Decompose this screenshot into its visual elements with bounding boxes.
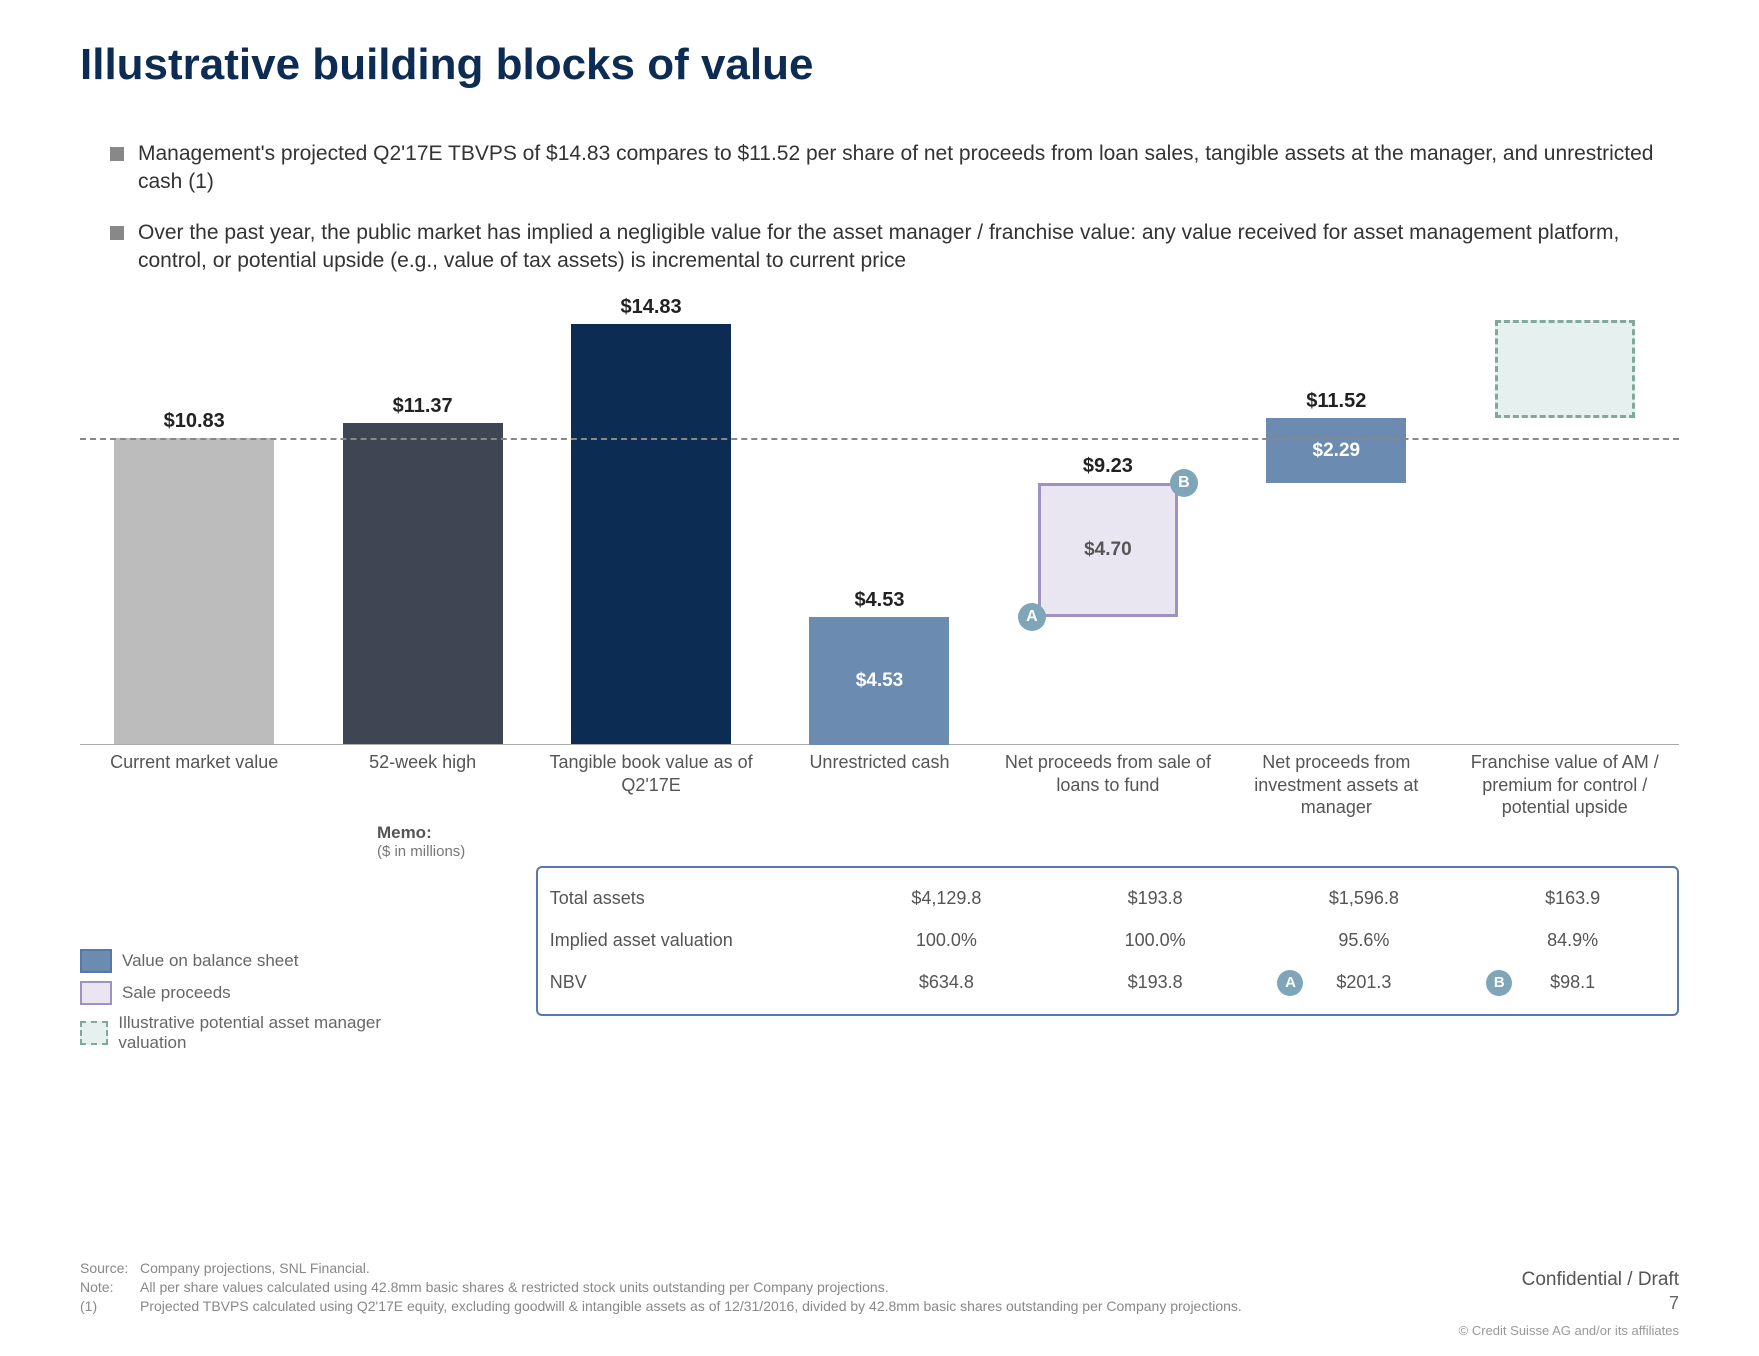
bullet-text: Management's projected Q2'17E TBVPS of $… xyxy=(138,140,1679,197)
note-text: All per share values calculated using 42… xyxy=(140,1278,889,1297)
table-cell: $193.8 xyxy=(1051,972,1260,993)
memo-header: Memo: ($ in millions) xyxy=(80,823,1679,860)
x-axis-label: Tangible book value as of Q2'17E xyxy=(537,751,765,819)
legend-item: Sale proceeds xyxy=(80,981,410,1005)
footnotes: Source:Company projections, SNL Financia… xyxy=(80,1259,1679,1316)
source-tag: Source: xyxy=(80,1259,140,1278)
table-cell: $98.1B xyxy=(1468,972,1677,993)
chart-column: $4.70 $9.23 A B xyxy=(994,305,1222,744)
legend-item: Illustrative potential asset manager val… xyxy=(80,1013,410,1053)
note-tag: Note: xyxy=(80,1278,140,1297)
table-cell: $4,129.8 xyxy=(842,888,1051,909)
copyright-text: © Credit Suisse AG and/or its affiliates xyxy=(1459,1323,1679,1338)
chart-bar xyxy=(571,324,731,744)
x-axis-label: Franchise value of AM / premium for cont… xyxy=(1451,751,1679,819)
table-cell: $193.8 xyxy=(1051,888,1260,909)
chart-column: $2.29 $11.52 xyxy=(1222,305,1450,744)
confidential-label: Confidential / Draft xyxy=(1522,1269,1679,1291)
chart-dashed-segment xyxy=(1495,320,1635,419)
memo-table: Total assets$4,129.8$193.8$1,596.8$163.9… xyxy=(536,866,1679,1016)
table-row-label: NBV xyxy=(538,972,842,993)
table-cell: $163.9 xyxy=(1468,888,1677,909)
segment-top-label: $11.52 xyxy=(1256,390,1416,413)
page-number: 7 xyxy=(1669,1293,1679,1314)
x-axis-label: 52-week high xyxy=(308,751,536,819)
badge-a-icon: A xyxy=(1018,603,1046,631)
page-title: Illustrative building blocks of value xyxy=(80,40,1679,90)
chart-column: $10.83 xyxy=(80,305,308,744)
table-cell: 84.9% xyxy=(1468,930,1677,951)
badge-b-icon: B xyxy=(1486,970,1512,996)
chart-x-axis: Current market value52-week highTangible… xyxy=(80,751,1679,819)
legend-swatch-icon xyxy=(80,1021,108,1045)
fn1-tag: (1) xyxy=(80,1297,140,1316)
square-bullet-icon xyxy=(110,226,124,240)
table-row: Implied asset valuation100.0%100.0%95.6%… xyxy=(538,920,1677,962)
memo-label: Memo: xyxy=(377,823,537,843)
bullet-text: Over the past year, the public market ha… xyxy=(138,219,1679,276)
table-cell: 100.0% xyxy=(842,930,1051,951)
chart-column xyxy=(1451,305,1679,744)
chart-segment: $2.29 xyxy=(1266,418,1406,483)
fn1-text: Projected TBVPS calculated using Q2'17E … xyxy=(140,1297,1242,1316)
legend-swatch-icon xyxy=(80,949,112,973)
chart-segment: $4.53 xyxy=(809,617,949,746)
x-axis-label: Net proceeds from sale of loans to fund xyxy=(994,751,1222,819)
reference-line xyxy=(80,438,1679,440)
badge-a-icon: A xyxy=(1277,970,1303,996)
segment-top-label: $4.53 xyxy=(799,589,959,612)
table-cell: $201.3A xyxy=(1259,972,1468,993)
table-cell: $634.8 xyxy=(842,972,1051,993)
bar-value-label: $10.83 xyxy=(114,410,274,433)
chart-column: $4.53 $4.53 xyxy=(765,305,993,744)
chart-column: $14.83 xyxy=(537,305,765,744)
legend-item: Value on balance sheet xyxy=(80,949,410,973)
source-text: Company projections, SNL Financial. xyxy=(140,1259,370,1278)
chart-bar xyxy=(114,438,274,744)
legend-swatch-icon xyxy=(80,981,112,1005)
square-bullet-icon xyxy=(110,147,124,161)
bar-value-label: $14.83 xyxy=(571,296,731,319)
badge-b-icon: B xyxy=(1170,469,1198,497)
table-row: Total assets$4,129.8$193.8$1,596.8$163.9 xyxy=(538,878,1677,920)
segment-top-label: $9.23 xyxy=(1028,455,1188,478)
bar-value-label: $11.37 xyxy=(343,395,503,418)
x-axis-label: Current market value xyxy=(80,751,308,819)
table-row-label: Implied asset valuation xyxy=(538,930,842,951)
bullet-list: Management's projected Q2'17E TBVPS of $… xyxy=(110,140,1679,275)
chart-column: $11.37 xyxy=(308,305,536,744)
waterfall-chart: $10.83 $11.37 $14.83 $4.53 $4.53 $4.70 $9.23 A B… xyxy=(80,305,1679,745)
table-cell: 100.0% xyxy=(1051,930,1260,951)
bullet-item: Management's projected Q2'17E TBVPS of $… xyxy=(110,140,1679,197)
x-axis-label: Unrestricted cash xyxy=(765,751,993,819)
legend-label: Illustrative potential asset manager val… xyxy=(118,1013,410,1053)
table-cell: 95.6% xyxy=(1259,930,1468,951)
legend-label: Value on balance sheet xyxy=(122,951,298,971)
table-cell: $1,596.8 xyxy=(1259,888,1468,909)
chart-bar xyxy=(343,423,503,745)
bullet-item: Over the past year, the public market ha… xyxy=(110,219,1679,276)
chart-segment: $4.70 xyxy=(1038,483,1178,616)
x-axis-label: Net proceeds from investment assets at m… xyxy=(1222,751,1450,819)
legend: Value on balance sheet Sale proceeds Illus… xyxy=(80,941,410,1061)
legend-label: Sale proceeds xyxy=(122,983,231,1003)
memo-sublabel: ($ in millions) xyxy=(377,843,537,860)
table-row-label: Total assets xyxy=(538,888,842,909)
table-row: NBV$634.8$193.8$201.3A$98.1B xyxy=(538,962,1677,1004)
